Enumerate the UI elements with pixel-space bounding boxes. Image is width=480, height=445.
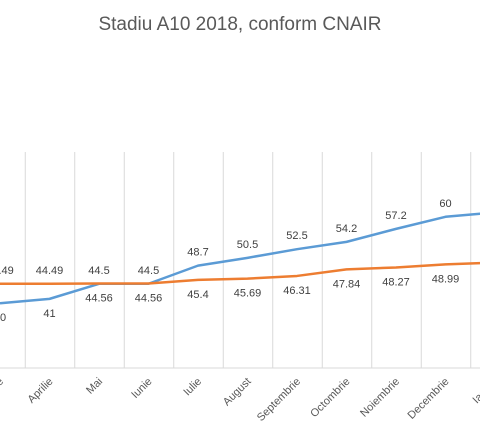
data-label-series-2: 44.49 xyxy=(36,265,64,277)
data-label-series-2: 45.4 xyxy=(187,289,208,301)
data-label-series-1: 48.7 xyxy=(187,247,208,259)
x-tick-label: Aprilie xyxy=(26,376,56,406)
x-tick-label: Iulie xyxy=(181,376,204,399)
data-label-series-2: 44.56 xyxy=(85,293,113,305)
data-label-series-1: 57.2 xyxy=(385,210,406,222)
series-line-2 xyxy=(0,261,480,286)
x-tick-label: Ianuar xyxy=(471,375,480,406)
data-label-series-1: 52.5 xyxy=(286,230,307,242)
data-label-series-2: 44.56 xyxy=(135,293,163,305)
data-label-series-2: 46.31 xyxy=(283,285,311,297)
data-label-series-1: 40 xyxy=(0,312,6,324)
data-label-series-1: 54.2 xyxy=(336,223,357,235)
data-label-series-2: 48.99 xyxy=(432,273,460,285)
x-tick-label: Septembrie xyxy=(255,376,303,424)
data-label-series-1: 44.5 xyxy=(138,265,159,277)
data-label-series-2: 44.49 xyxy=(0,265,14,277)
x-tick-label: Decembrie xyxy=(406,376,452,422)
x-tick-label: August xyxy=(221,376,254,409)
data-label-series-1: 44.5 xyxy=(88,265,109,277)
data-label-series-1: 41 xyxy=(43,308,55,320)
x-tick-label: Iunie xyxy=(129,376,154,401)
x-tick-label: Mai xyxy=(84,376,105,397)
x-tick-label: Octombrie xyxy=(308,376,352,420)
data-label-series-1: 60 xyxy=(439,198,451,210)
data-label-series-1: 50.5 xyxy=(237,239,258,251)
data-label-series-2: 47.84 xyxy=(333,278,361,290)
x-tick-label: e xyxy=(0,376,6,389)
chart-title: Stadiu A10 2018, conform CNAIR xyxy=(98,14,382,35)
series-line-1 xyxy=(0,212,480,305)
x-tick-label: Noiembrie xyxy=(358,376,402,420)
data-label-series-2: 48.27 xyxy=(382,276,410,288)
data-label-series-2: 45.69 xyxy=(234,288,262,300)
